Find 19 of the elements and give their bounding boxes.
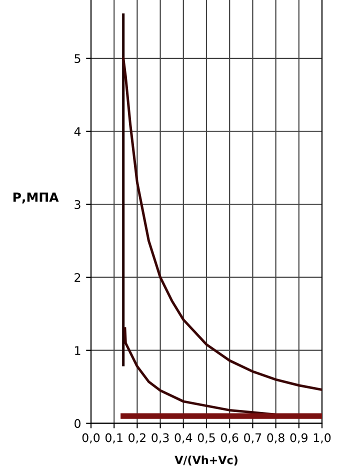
x-tick-label: 0,1 [105,433,122,444]
x-tick-label: 0,0 [82,433,100,444]
x-tick-label: 0,2 [128,433,146,444]
x-tick-label: 0,8 [267,433,284,444]
x-tick-label: 0,4 [174,433,192,444]
y-tick-label: 2 [74,273,80,282]
y-tick-label: 5 [74,54,80,64]
x-tick-label: 0,6 [220,433,238,444]
x-tick-label: 1,0 [314,433,331,444]
x-tick-label: 0,5 [198,433,215,444]
y-tick-label: 4 [74,127,81,136]
y-tick-label: 0 [74,419,80,428]
y-tick-label: 1 [75,346,80,355]
x-tick-label: 0,3 [152,433,169,444]
y-tick-label: 3 [74,200,80,210]
x-tick-label: 0,7 [244,433,262,444]
x-axis-title: V/(Vh+Vc) [174,456,238,466]
x-tick-label: 0,9 [290,433,308,444]
y-axis-title: Р,МПА [13,192,59,204]
